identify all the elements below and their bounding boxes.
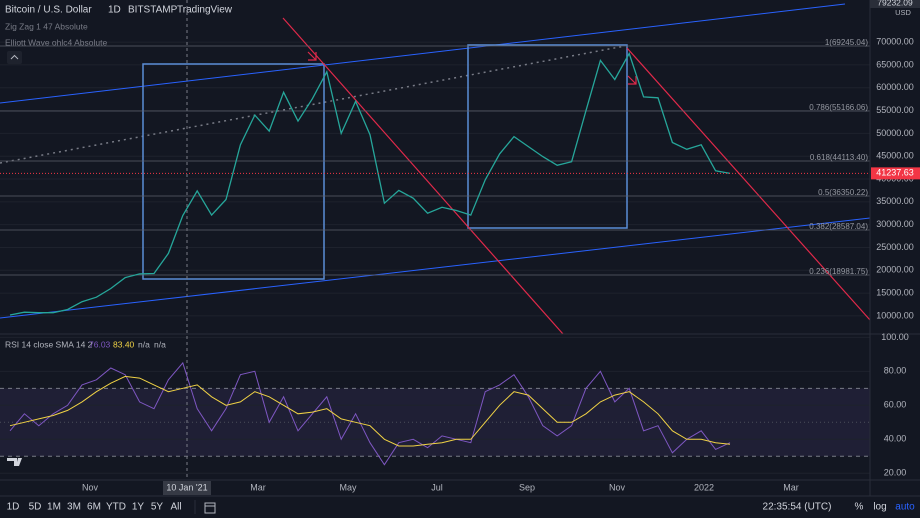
y-tick-label: 30000.00 [876,219,914,229]
source: TradingView [177,5,233,16]
series-line [9,361,731,466]
y-tick-label: 25000.00 [876,242,914,252]
range-button[interactable]: 3M [67,502,81,513]
crosshair-tag [163,481,211,495]
y-tick-label: 60000.00 [876,82,914,92]
range-button[interactable]: 5D [29,502,42,513]
y-tick-label: 35000.00 [876,196,914,206]
x-tick-label: Sep [519,482,535,492]
price-scale-top [870,0,920,8]
y-tick-label: 15000.00 [876,287,914,297]
fib-label: 0.382(28587.04) [809,222,868,231]
y-tick-label: 80.00 [884,366,907,376]
trend-line [282,17,564,335]
channel-line [0,217,871,319]
indicator-label[interactable]: Zig Zag 1 47 Absolute [5,21,88,31]
range-button[interactable]: 6M [87,502,101,513]
rsi-value: 76.03 [89,339,111,349]
scale-max: 79232.09 [877,0,913,7]
range-button[interactable]: 5Y [151,502,164,513]
fib-label: 0.618(44113.40) [810,153,868,162]
bottom-toolbar: 1D 5D 1M 3M 6M YTD 1Y 5Y All [7,502,182,513]
indicator-label[interactable]: Elliott Wave ohlc4 Absolute [5,37,107,47]
drawings [0,0,871,480]
symbol-title: Bitcoin / U.S. Dollar [5,5,92,16]
series [0,51,870,466]
exchange: BITSTAMP [128,5,178,16]
box [467,44,628,229]
y-tick-label: 20000.00 [876,265,914,275]
y-tick-label: 55000.00 [876,105,914,115]
x-tick-label: Mar [783,482,799,492]
collapse-icon [10,54,19,60]
range-button[interactable]: 1Y [132,502,145,513]
clock: 22:35:54 (UTC) [763,502,832,513]
rsi-band [0,388,870,457]
series-line [9,51,731,316]
range-button[interactable]: 1D [7,502,20,513]
x-tick-label: 2022 [694,482,714,492]
logo [7,458,22,466]
range-button[interactable]: 1M [47,502,61,513]
x-tick-label: Mar [250,482,266,492]
arrow [307,51,317,61]
fib-label: 0.786(55166.06) [809,103,868,112]
rsi-value: n/a [138,339,150,349]
y-tick-label: 65000.00 [876,59,914,69]
dotted-trend [0,45,626,164]
y-tick-label: 40.00 [884,434,907,444]
fib-label: 1(69245.04) [825,38,868,47]
rsi-value: n/a [154,339,166,349]
y-tick-label: 20.00 [884,468,907,478]
fib-label: 0.236(18981.75) [809,267,868,276]
grid [0,41,870,474]
last-price-tag [871,167,920,180]
auto-toggle[interactable]: auto [895,502,915,513]
interval: 1D [108,5,121,16]
rsi-title: RSI 14 close SMA 14 2 [5,339,93,349]
y-tick-label: 100.00 [881,332,909,342]
fib-levels: 1(69245.04) 0.786(55166.06) 0.618(44113.40… [0,38,870,276]
rsi-value: 83.40 [113,339,135,349]
channel-line [0,3,846,104]
last-price-label: 41237.63 [876,168,914,178]
currency: USD [895,8,911,17]
x-tick-label: Nov [82,482,99,492]
x-tick-label: Jul [431,482,443,492]
y-tick-label: 45000.00 [876,151,914,161]
fib-label: 0.5(36350.22) [818,188,868,197]
range-button[interactable]: YTD [106,502,126,513]
log-toggle[interactable]: log [873,502,886,513]
date-range-icon[interactable] [204,502,216,514]
arrow [627,75,637,85]
collapse-button[interactable] [7,51,22,64]
y-tick-label: 50000.00 [876,128,914,138]
y-tick-label: 10000.00 [876,310,914,320]
x-tick-label: May [339,482,357,492]
range-button[interactable]: All [170,502,181,513]
box [142,63,325,280]
y-tick-label: 60.00 [884,400,907,410]
series-line [9,375,731,447]
percent-toggle[interactable]: % [855,502,864,513]
y-tick-label: 70000.00 [876,36,914,46]
x-tick-label: Nov [609,482,626,492]
x-tick-label: 10 Jan '21 [166,482,207,492]
